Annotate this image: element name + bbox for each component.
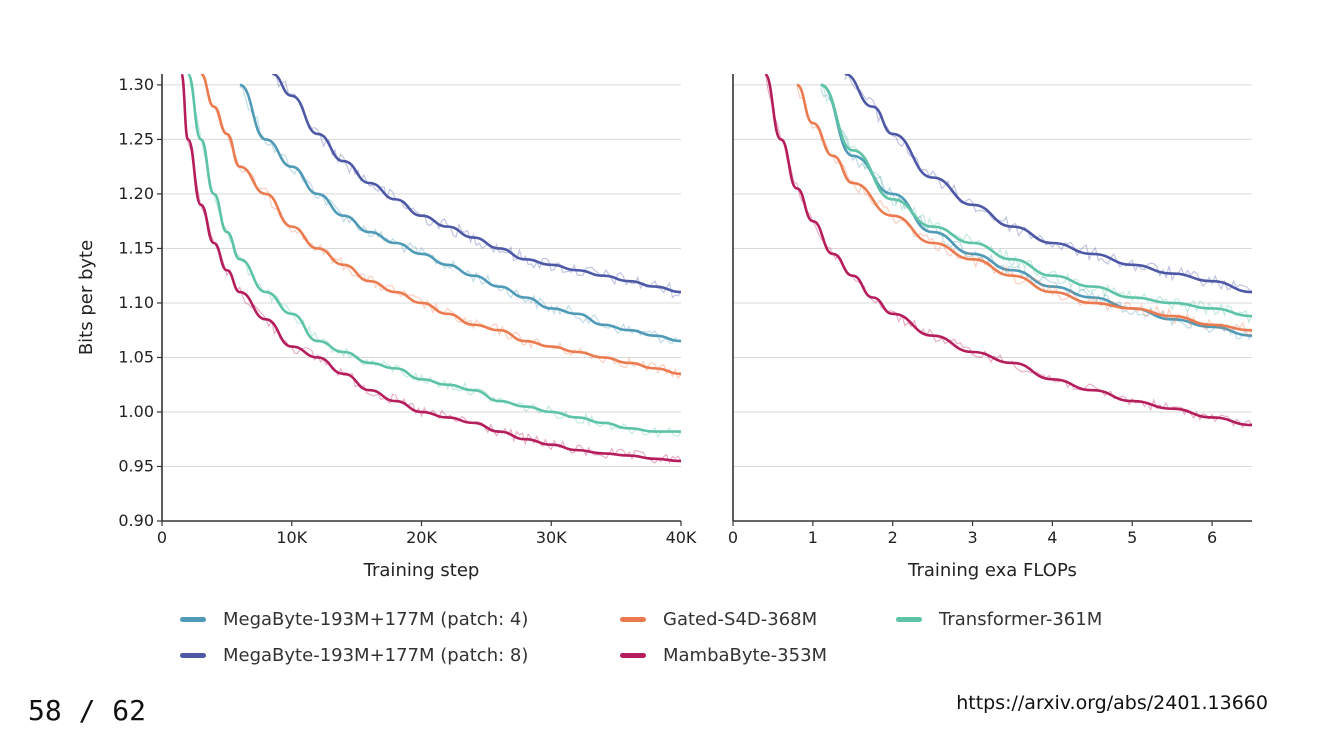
y-axis-label: Bits per byte <box>76 240 97 355</box>
series-line <box>271 74 681 294</box>
source-url[interactable]: https://arxiv.org/abs/2401.13660 <box>956 692 1268 714</box>
series-line <box>820 83 1252 318</box>
x-tick-label: 1 <box>808 528 818 547</box>
legend-label: Transformer-361M <box>939 608 1103 630</box>
x-tick-label: 4 <box>1047 528 1057 547</box>
series-raw-trace <box>796 86 1252 336</box>
x-tick-label: 20K <box>406 528 437 547</box>
legend-label: MegaByte-193M+177M (patch: 4) <box>223 608 529 630</box>
legend-item: Transformer-361M <box>896 606 1102 632</box>
x-tick-label: 3 <box>967 528 977 547</box>
x-tick-label: 2 <box>888 528 898 547</box>
x-tick-label: 10K <box>276 528 307 547</box>
series-line <box>186 74 681 433</box>
x-tick-label: 0 <box>157 528 167 547</box>
legend-swatch <box>180 652 206 658</box>
y-tick-label: 1.05 <box>118 347 154 366</box>
series-raw-trace <box>239 86 681 344</box>
legend-swatch <box>180 616 206 622</box>
legend-item: MambaByte-353M <box>620 642 827 668</box>
y-tick-label: 1.10 <box>118 293 154 312</box>
legend-label: Gated-S4D-368M <box>663 608 818 630</box>
legend-label: MegaByte-193M+177M (patch: 8) <box>223 644 529 666</box>
y-tick-label: 1.15 <box>118 238 154 257</box>
x-tick-label: 5 <box>1127 528 1137 547</box>
series-line <box>180 74 681 463</box>
y-tick-label: 1.20 <box>118 184 154 203</box>
series-raw-trace <box>272 74 681 299</box>
y-tick-label: 0.95 <box>118 456 154 475</box>
series-line <box>820 83 1252 337</box>
chart-panel-training-step: 0.90 0.95 1.00 1.05 1.10 1.15 1.20 1.25 1.30 0 10K… <box>76 74 697 581</box>
series-line <box>844 74 1252 294</box>
x-axis-label: Training exa FLOPs <box>907 560 1077 581</box>
series-raw-trace <box>844 74 1252 293</box>
page-number: 58 / 62 <box>28 694 147 727</box>
series-raw-trace <box>181 74 681 465</box>
x-axis-label: Training step <box>363 560 480 581</box>
x-tick-label: 6 <box>1207 528 1217 547</box>
series-line <box>796 83 1252 332</box>
y-tick-label: 1.30 <box>118 75 154 94</box>
legend-swatch <box>620 616 646 622</box>
legend-swatch <box>620 652 646 658</box>
x-tick-label: 40K <box>666 528 697 547</box>
x-tick-label: 30K <box>536 528 567 547</box>
legend-item: MegaByte-193M+177M (patch: 4) <box>180 606 528 632</box>
legend: MegaByte-193M+177M (patch: 4) MegaByte-19… <box>180 606 1180 670</box>
series-raw-trace <box>820 88 1252 341</box>
y-tick-label: 1.00 <box>118 402 154 421</box>
series-line <box>763 74 1252 427</box>
series-line <box>239 83 681 343</box>
legend-item: MegaByte-193M+177M (patch: 8) <box>180 642 528 668</box>
y-tick-label: 0.90 <box>118 511 154 530</box>
y-tick-label: 1.25 <box>118 129 154 148</box>
legend-item: Gated-S4D-368M <box>620 606 817 632</box>
x-tick-label: 0 <box>728 528 738 547</box>
chart-area: 0.90 0.95 1.00 1.05 1.10 1.15 1.20 1.25 1.30 0 10K… <box>76 74 1252 581</box>
legend-label: MambaByte-353M <box>663 644 828 666</box>
chart-panel-training-flops: 0 1 2 3 4 5 6 Training exa FLOPs <box>728 74 1252 581</box>
legend-swatch <box>896 616 922 622</box>
series-line <box>200 74 681 376</box>
